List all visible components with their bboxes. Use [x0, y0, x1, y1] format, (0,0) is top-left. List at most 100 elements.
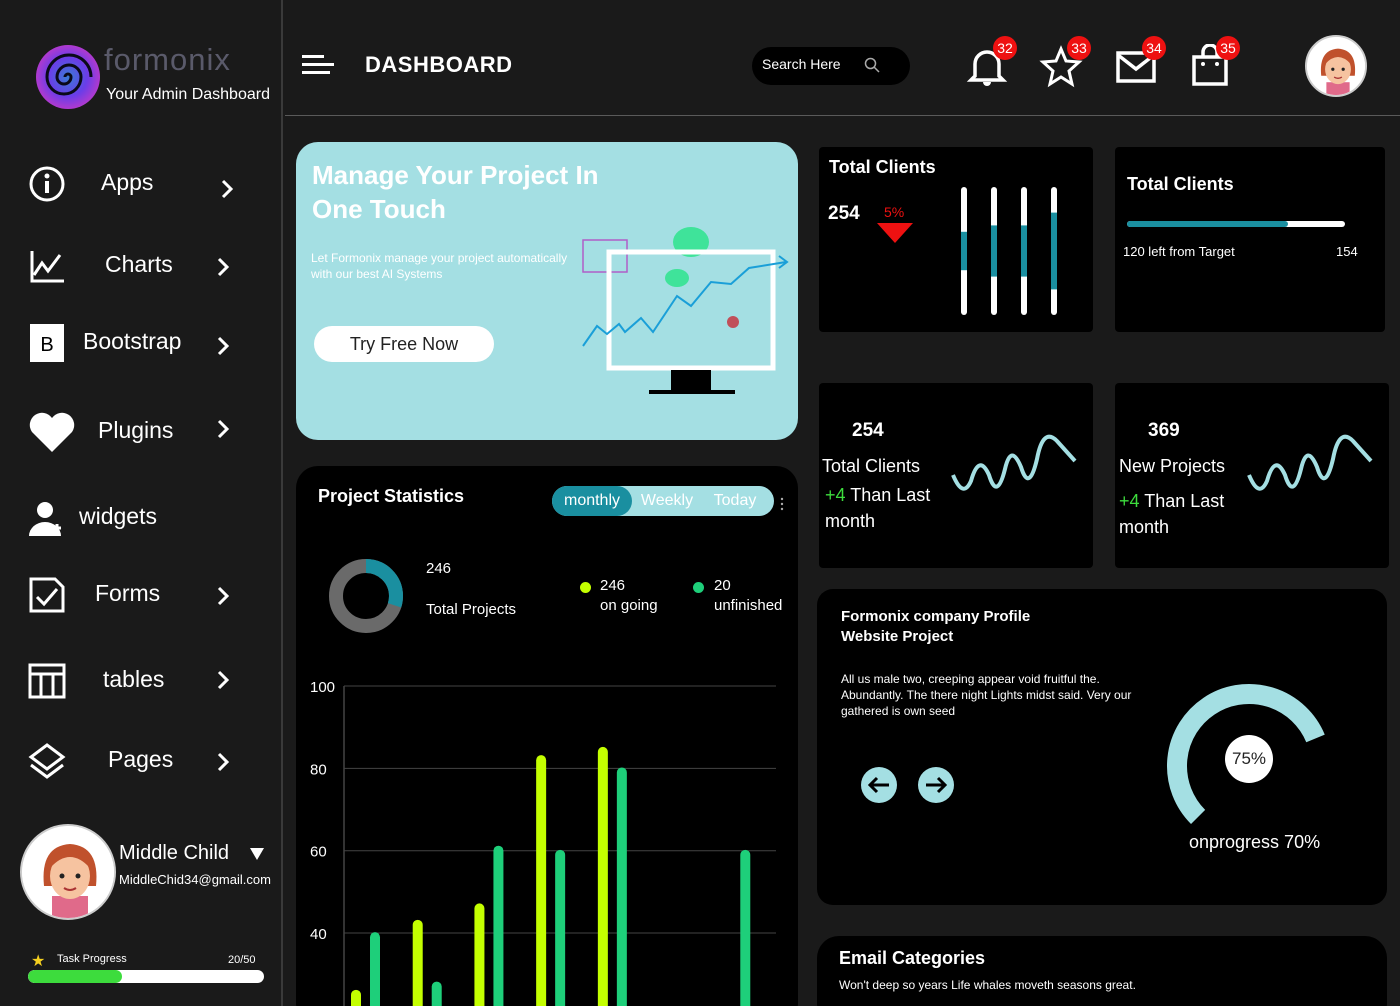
- search-box[interactable]: [752, 47, 910, 85]
- legend-dot-ongoing: [580, 582, 591, 593]
- card-title: Total Clients: [829, 157, 936, 177]
- task-progress-label: Task Progress: [57, 953, 127, 965]
- task-progress-count: 20/50: [228, 954, 256, 966]
- trend-delta: +4: [1119, 491, 1140, 511]
- caret-down-icon[interactable]: [250, 848, 264, 860]
- total-clients-card: Total Clients 254 5%: [819, 147, 1093, 332]
- squiggle-line-icon: [951, 434, 1077, 491]
- progress-gauge: [1167, 684, 1325, 824]
- y-tick-label: 40: [310, 926, 327, 943]
- target-note: 120 left from Target: [1123, 244, 1235, 259]
- squiggle-line-icon: [1247, 434, 1373, 491]
- notification-bell-button[interactable]: 32: [965, 36, 1017, 88]
- period-tabs: monthly Weekly Today: [552, 486, 774, 516]
- sidebar-item-pages[interactable]: Pages: [0, 732, 283, 792]
- mail-icon: [1116, 51, 1156, 83]
- cart-button[interactable]: 35: [1188, 36, 1240, 88]
- search-input[interactable]: [762, 56, 862, 72]
- clients-mini-bars: [961, 187, 1057, 315]
- messages-count-badge: 34: [1142, 36, 1166, 60]
- clients-change: 5%: [884, 204, 905, 220]
- header-avatar[interactable]: [1305, 35, 1367, 97]
- avatar: [20, 824, 116, 920]
- sidebar-item-label: Bootstrap: [83, 328, 182, 354]
- line-chart-icon: [26, 245, 68, 287]
- total-projects-label: Total Projects: [426, 601, 517, 618]
- tab-monthly[interactable]: monthly: [552, 486, 632, 516]
- brand-name: formonix: [104, 42, 231, 77]
- chevron-right-icon: [217, 419, 230, 439]
- star-icon: ★: [31, 953, 46, 970]
- more-vertical-icon[interactable]: [780, 496, 784, 512]
- messages-button[interactable]: 34: [1114, 36, 1166, 88]
- sidebar-item-charts[interactable]: Charts: [0, 237, 283, 297]
- panel-text: Won't deep so years Life whales moveth s…: [839, 978, 1136, 992]
- trend-period: month: [1119, 517, 1170, 537]
- unfinished-value: 20: [714, 577, 731, 594]
- project-statistics-panel: Project Statistics monthly Weekly Today …: [296, 466, 798, 1006]
- search-icon[interactable]: [864, 57, 880, 73]
- ongoing-value: 246: [600, 577, 626, 594]
- trend-label: New Projects: [1119, 456, 1226, 476]
- tab-weekly[interactable]: Weekly: [640, 492, 694, 509]
- prev-button[interactable]: [861, 767, 897, 803]
- chevron-right-icon: [217, 752, 230, 772]
- sidebar-item-label: Forms: [95, 580, 161, 606]
- unfinished-label: unfinished: [714, 597, 783, 614]
- mini-bar: [1051, 212, 1057, 290]
- table-icon: [26, 660, 68, 702]
- try-free-button[interactable]: Try Free Now: [314, 326, 494, 362]
- y-tick-label: 60: [310, 844, 327, 861]
- layers-icon: [26, 740, 68, 782]
- chevron-right-icon: [221, 179, 234, 199]
- sidebar-item-tables[interactable]: tables: [0, 652, 283, 712]
- task-progress-fill: [28, 970, 123, 983]
- brand-subtitle: Your Admin Dashboard: [106, 86, 270, 103]
- next-button[interactable]: [918, 767, 954, 803]
- chevron-right-icon: [217, 670, 230, 690]
- user-icon: [26, 497, 68, 539]
- arrow-left-icon: [867, 776, 889, 794]
- sidebar-item-forms[interactable]: Forms: [0, 566, 283, 626]
- task-progress: ★ Task Progress 20/50: [28, 950, 268, 990]
- sidebar-item-plugins[interactable]: Plugins: [0, 403, 283, 463]
- chevron-right-icon: [217, 586, 230, 606]
- sidebar-item-label: widgets: [79, 503, 157, 529]
- monitor-illustration-icon: [582, 227, 789, 394]
- hero-banner: Manage Your Project In One Touch Let For…: [296, 142, 798, 440]
- profile-name: Middle Child: [119, 842, 230, 864]
- star-icon: [1039, 45, 1083, 88]
- form-check-icon: [26, 574, 68, 616]
- sidebar-item-label: Apps: [101, 169, 154, 195]
- sidebar-item-bootstrap[interactable]: B Bootstrap: [0, 314, 283, 374]
- brand-logo[interactable]: formonix Your Admin Dashboard: [34, 42, 274, 114]
- trend-delta: +4: [825, 485, 846, 505]
- user-profile[interactable]: Middle Child MiddleChid34@gmail.com: [20, 824, 280, 924]
- sidebar-item-widgets[interactable]: widgets: [0, 489, 283, 549]
- top-header: DASHBOARD 32 33 34 35: [285, 0, 1400, 116]
- project-bar-chart: 10080604020: [310, 679, 776, 1006]
- sidebar-item-label: Charts: [105, 251, 173, 277]
- sidebar-item-label: Pages: [108, 746, 174, 772]
- trend-delta-text: Than Last: [850, 485, 931, 505]
- trend-period: month: [825, 511, 876, 531]
- notification-count-badge: 32: [993, 36, 1017, 60]
- favorites-button[interactable]: 33: [1039, 36, 1091, 88]
- profile-email: MiddleChid34@gmail.com: [119, 872, 271, 887]
- bootstrap-icon: B: [26, 322, 68, 364]
- trend-label: Total Clients: [822, 456, 921, 476]
- hero-text: Let Formonix manage your project automat…: [311, 251, 568, 281]
- menu-icon[interactable]: [302, 55, 334, 75]
- cart-count-badge: 35: [1216, 36, 1240, 60]
- heart-icon: [28, 411, 76, 453]
- clients-trend-card: 254 Total Clients +4 Than Last month: [819, 383, 1093, 568]
- trend-value: 254: [852, 420, 884, 441]
- bell-icon: [966, 50, 1008, 86]
- sidebar-item-apps[interactable]: Apps: [0, 155, 283, 215]
- chevron-right-icon: [217, 257, 230, 277]
- ongoing-label: on going: [600, 597, 658, 614]
- target-value: 154: [1336, 244, 1358, 259]
- mini-bar: [1021, 225, 1027, 277]
- tab-today[interactable]: Today: [713, 492, 757, 509]
- user-avatar-icon: [1307, 37, 1365, 95]
